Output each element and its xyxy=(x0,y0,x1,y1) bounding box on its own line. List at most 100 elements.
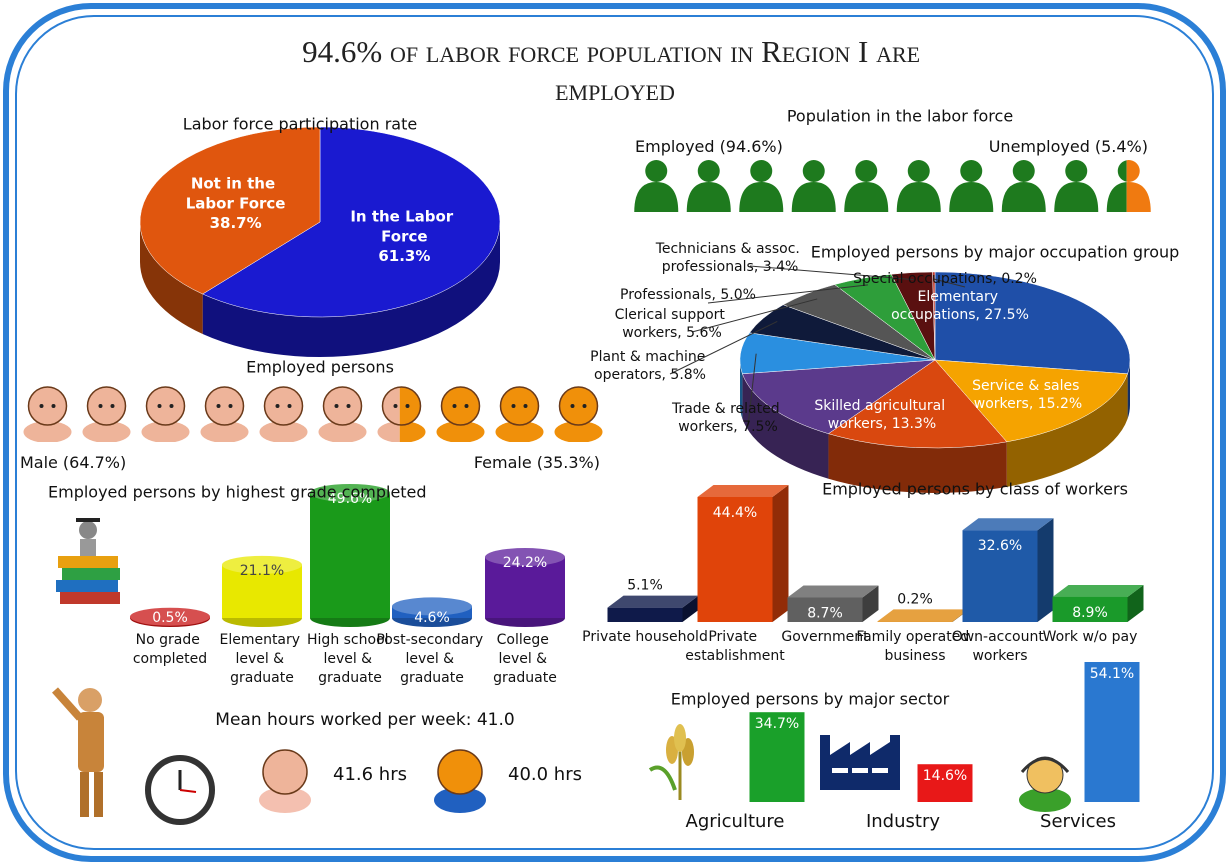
value-label: 14.6% xyxy=(923,768,967,784)
text-line: level & xyxy=(498,651,551,667)
bar xyxy=(877,621,953,622)
hours-title: Mean hours worked per week: 41.0 xyxy=(215,710,514,730)
category-label: High school level & graduate xyxy=(307,632,393,686)
hours-icon-head xyxy=(437,749,483,795)
text-line: occupations, 27.5% xyxy=(891,307,1029,323)
legend-label: Employed (94.6%) xyxy=(635,137,783,156)
hours-icon-head xyxy=(262,749,308,795)
icon-eye xyxy=(98,404,103,408)
text-line: Private xyxy=(708,629,761,645)
value-label: 54.1% xyxy=(1090,666,1134,682)
text-line: graduate xyxy=(318,670,382,686)
pie-slice-side xyxy=(1006,373,1128,487)
hours-icon-body xyxy=(434,787,486,813)
icon-outline xyxy=(558,386,599,426)
text-line: Post-secondary xyxy=(376,632,487,648)
bar-top xyxy=(1052,584,1144,597)
icon-eye xyxy=(287,404,292,408)
slice-value-label: 61.3% xyxy=(378,247,430,265)
pie-slice xyxy=(139,126,321,295)
icon-eye xyxy=(216,404,221,408)
hours-value: 40.0 hrs xyxy=(508,764,582,785)
bar-top xyxy=(130,607,210,626)
value-label: 8.7% xyxy=(807,606,843,622)
pie-slice xyxy=(934,271,1131,375)
icon-eye xyxy=(169,404,174,408)
icon-fill xyxy=(1126,160,1155,212)
value-label: 44.4% xyxy=(713,505,757,521)
bar-top xyxy=(310,484,390,502)
icon-fill xyxy=(18,384,400,442)
bar-top xyxy=(962,518,1054,531)
bar xyxy=(917,764,973,802)
icon-outline xyxy=(499,386,540,426)
bar-side xyxy=(682,595,699,622)
bar-side xyxy=(772,485,789,622)
pie-slice xyxy=(202,126,501,318)
bar-top xyxy=(697,485,789,497)
icon-fill xyxy=(399,384,608,442)
bar xyxy=(697,497,773,622)
main-title: 94.6% of labor force population in Regio… xyxy=(302,34,928,107)
pie-slice-side xyxy=(202,222,500,358)
icon-eye xyxy=(452,404,457,408)
category-label: Family operated business xyxy=(856,629,973,664)
value-label: 34.7% xyxy=(755,716,799,732)
legend-value: (94.6%) xyxy=(720,137,783,156)
text-line: workers, 7.5% xyxy=(678,419,778,435)
text-line: Clerical support xyxy=(615,307,730,323)
legend-value: (5.4%) xyxy=(1095,137,1148,156)
text-line: workers, 13.3% xyxy=(828,416,936,432)
pie-slice-side xyxy=(140,222,203,335)
category-label: Agriculture xyxy=(686,811,785,832)
bar xyxy=(962,530,1038,622)
text-line: Service & sales xyxy=(972,378,1084,394)
leader-line xyxy=(691,298,818,333)
leader-line xyxy=(669,320,778,375)
text-line: Own-account xyxy=(952,629,1049,645)
icon-outline xyxy=(27,386,68,426)
text-line: workers, 5.6% xyxy=(622,325,722,341)
bar xyxy=(485,557,565,618)
text-line: Work w/o pay xyxy=(1043,629,1138,645)
category-label: Own-account workers xyxy=(952,629,1049,664)
text-line: employed xyxy=(555,72,675,107)
text-line: graduate xyxy=(230,670,294,686)
icon-eye xyxy=(582,404,587,408)
text-line: level & xyxy=(405,651,458,667)
bar-top xyxy=(222,555,302,574)
legend-category: Employed xyxy=(635,137,715,156)
bar-top xyxy=(392,597,472,616)
bar-side xyxy=(1037,518,1054,622)
text-line: level & xyxy=(235,651,288,667)
category-label: Work w/o pay xyxy=(1043,629,1138,645)
chart-title: Labor force participation rate xyxy=(183,115,417,134)
legend-value: (64.7%) xyxy=(63,453,126,472)
icon-eye xyxy=(464,404,469,408)
hours-value: 41.6 hrs xyxy=(333,764,407,785)
slice-label: Skilled agricultural workers, 13.3% xyxy=(814,398,949,432)
text-line: Plant & machine xyxy=(590,349,710,365)
icon-eye xyxy=(346,404,351,408)
slice-label: Technicians & assoc. professionals, 3.4% xyxy=(655,241,805,275)
icon-eye xyxy=(110,404,115,408)
category-label: Post-secondary level & graduate xyxy=(376,632,487,686)
slice-label: In the Labor Force xyxy=(350,207,458,245)
pie-slice-side xyxy=(742,373,829,479)
legend-category: Female xyxy=(474,453,532,472)
icon-eye xyxy=(228,404,233,408)
leader-line xyxy=(707,284,868,304)
slice-label: Plant & machine operators, 5.8% xyxy=(590,349,710,383)
category-label: Elementary level & graduate xyxy=(219,632,304,686)
icon-eye xyxy=(39,404,44,408)
hours-icon-body xyxy=(259,787,311,813)
text-line: 94.6% of labor force population in Regio… xyxy=(302,34,928,69)
bar-top xyxy=(607,595,699,608)
text-line: Services xyxy=(1040,811,1116,832)
icon-eye xyxy=(157,404,162,408)
value-label: 5.1% xyxy=(627,578,663,594)
legend-category: Unemployed xyxy=(989,137,1090,156)
bar-side xyxy=(1127,584,1144,622)
icon-eye xyxy=(511,404,516,408)
icon-fill xyxy=(630,160,1127,212)
